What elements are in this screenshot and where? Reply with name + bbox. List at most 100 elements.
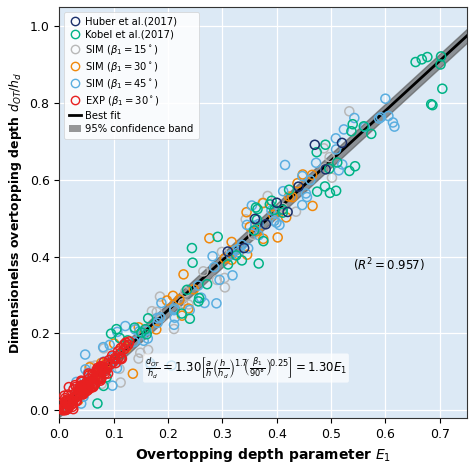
Point (146, 359, 154, 367)
Point (313, 148, 320, 156)
Point (437, 61, 444, 68)
Point (178, 310, 185, 317)
Point (78, 382, 85, 390)
Point (77, 386, 84, 393)
Point (175, 296, 183, 303)
Point (268, 207, 275, 214)
Point (77, 382, 84, 389)
Point (61, 406, 69, 414)
Point (100, 343, 107, 351)
Point (197, 294, 205, 301)
Point (335, 167, 343, 174)
Point (72, 383, 80, 390)
Point (367, 130, 375, 138)
Point (154, 319, 162, 326)
Point (94, 370, 101, 377)
Point (129, 370, 137, 377)
Point (59, 406, 67, 414)
Point (308, 171, 316, 179)
Point (80, 393, 87, 400)
Point (321, 183, 329, 190)
Point (62, 397, 69, 405)
Point (120, 341, 128, 348)
Point (424, 53, 431, 61)
Point (101, 370, 109, 378)
Point (100, 358, 108, 365)
Legend: Huber et al.(2017), Kobel et al.(2017), SIM ($\beta_1 = 15^\circ$), SIM ($\beta_: Huber et al.(2017), Kobel et al.(2017), … (64, 12, 199, 139)
Point (216, 276, 223, 284)
Point (118, 355, 126, 362)
Point (76, 391, 84, 398)
Point (103, 361, 110, 368)
Point (112, 359, 119, 367)
Point (144, 346, 152, 354)
Point (113, 328, 121, 336)
Point (86, 364, 93, 371)
Point (243, 209, 250, 216)
Point (351, 114, 358, 122)
Point (94, 400, 101, 407)
Point (64, 406, 72, 413)
Point (97, 374, 105, 382)
Point (63, 397, 70, 405)
Point (346, 107, 353, 115)
Point (100, 365, 107, 373)
Point (235, 249, 242, 256)
Point (235, 245, 242, 252)
Point (131, 324, 138, 332)
Point (321, 165, 328, 172)
Point (264, 192, 272, 200)
Point (84, 369, 91, 377)
Point (131, 325, 139, 333)
Point (285, 193, 293, 200)
Point (326, 189, 334, 197)
Point (82, 388, 90, 395)
Point (88, 382, 96, 390)
Point (201, 299, 208, 307)
Point (104, 370, 112, 377)
Point (303, 193, 311, 201)
Point (117, 344, 124, 352)
Point (184, 305, 192, 312)
Text: $(R^2=0.957)$: $(R^2=0.957)$ (353, 256, 425, 274)
Point (69, 394, 76, 402)
Point (85, 370, 92, 377)
Point (289, 194, 296, 201)
Point (168, 362, 175, 369)
Point (85, 372, 93, 379)
Point (294, 179, 301, 187)
Point (279, 209, 287, 216)
Point (114, 348, 122, 355)
Point (232, 246, 239, 254)
Point (250, 227, 258, 234)
Point (95, 367, 102, 375)
Point (97, 377, 104, 384)
Point (79, 389, 86, 397)
Point (311, 141, 319, 148)
Point (109, 358, 117, 366)
Point (228, 256, 236, 264)
Point (255, 220, 263, 228)
Point (60, 403, 68, 411)
Point (351, 162, 359, 170)
Point (95, 374, 102, 382)
Point (326, 165, 333, 172)
Point (69, 394, 77, 402)
Point (206, 235, 213, 242)
Point (384, 112, 392, 120)
Point (94, 364, 101, 372)
Point (100, 358, 108, 366)
Point (109, 353, 117, 360)
Point (73, 397, 80, 404)
Point (80, 385, 87, 393)
Point (309, 202, 316, 210)
Point (85, 375, 93, 382)
Text: $\frac{d_{OT}}{h_d} = 1.30\left[\frac{a}{h}\left(\frac{h}{h_d}\right)^{1.7}\!\!\: $\frac{d_{OT}}{h_d} = 1.30\left[\frac{a}… (145, 355, 347, 381)
Point (171, 314, 179, 321)
Point (190, 285, 198, 293)
Point (90, 383, 97, 391)
Point (275, 210, 283, 217)
Point (121, 322, 129, 330)
Point (90, 375, 97, 383)
Point (328, 174, 336, 181)
